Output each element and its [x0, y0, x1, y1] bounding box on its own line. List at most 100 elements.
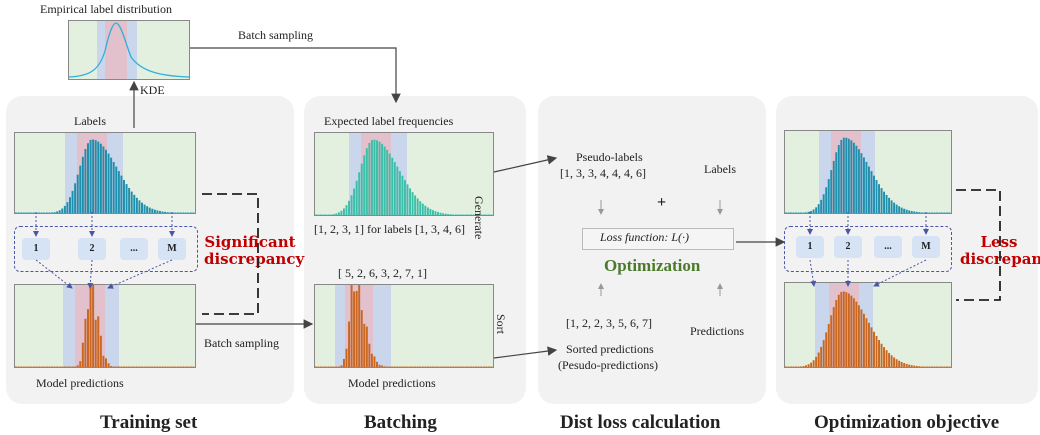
histogram-bar: [398, 171, 401, 215]
histogram-bar: [472, 214, 475, 215]
histogram-bar: [820, 346, 823, 367]
histogram-bar: [74, 366, 77, 367]
histogram-bar: [903, 363, 906, 367]
histogram-bar: [883, 347, 886, 367]
histogram-bar: [182, 212, 185, 213]
histogram-bar: [365, 326, 368, 367]
histogram-bar: [948, 366, 951, 367]
histogram-bar: [27, 366, 30, 367]
batch-sampling-label: Batch sampling: [204, 336, 279, 350]
histogram-bar: [153, 366, 156, 367]
histogram-bar: [920, 366, 923, 367]
histogram-bar: [33, 212, 35, 213]
histogram-bar: [865, 318, 868, 367]
histogram-bar: [837, 145, 840, 213]
histogram-bar: [97, 141, 100, 213]
histogram-bar: [940, 212, 943, 213]
histogram-bar: [388, 366, 391, 367]
histogram-bar: [169, 366, 172, 367]
histogram-bar: [30, 212, 33, 213]
histogram-bar: [189, 366, 192, 367]
histogram-bar: [439, 366, 442, 367]
histogram-bar: [935, 212, 938, 213]
histogram-bar: [401, 175, 404, 215]
histogram-bar: [76, 174, 79, 213]
histogram-bar: [164, 366, 167, 367]
histogram-bar: [406, 184, 409, 215]
histogram-bar: [467, 214, 470, 215]
histogram-bar: [792, 212, 795, 213]
histogram-bar: [40, 212, 43, 213]
histogram-bar: [787, 212, 790, 213]
histogram-bar: [120, 175, 123, 213]
histogram-bar: [480, 214, 483, 215]
histogram-bar: [457, 366, 460, 367]
histogram-bar: [903, 208, 906, 213]
histogram-bar: [847, 138, 850, 213]
histogram-bar: [396, 366, 399, 367]
histogram-bar: [94, 319, 97, 367]
histogram-bar: [878, 340, 880, 367]
batch-predictions-title: Model predictions: [348, 376, 436, 390]
histogram-bar: [393, 162, 396, 215]
histogram-bar: [363, 155, 366, 215]
histogram-bar: [850, 140, 853, 213]
histogram-bar: [842, 137, 845, 213]
histogram-bar: [938, 366, 941, 367]
histogram-bar: [913, 365, 916, 367]
histogram-bar: [130, 191, 133, 213]
histogram-bar: [76, 365, 79, 367]
histogram-bar: [94, 140, 97, 213]
histogram-bar: [888, 197, 891, 213]
histogram-bar: [490, 366, 493, 367]
histogram-bar: [45, 366, 48, 367]
histogram-bar: [159, 211, 161, 213]
histogram-bar: [870, 171, 873, 213]
objective-labels-histogram: [784, 130, 952, 214]
histogram-bar: [184, 366, 187, 367]
histogram-bar: [66, 366, 69, 367]
histogram-bar: [815, 356, 818, 367]
histogram-bar: [105, 358, 107, 367]
histogram-bar: [800, 212, 803, 213]
expected-frequencies-title: Expected label frequencies: [324, 114, 454, 128]
histogram-bar: [785, 366, 787, 367]
histogram-bar: [317, 214, 320, 215]
histogram-bar: [454, 214, 457, 215]
histogram-bar: [943, 212, 946, 213]
histogram-bar: [935, 366, 938, 367]
histogram-bar: [857, 305, 860, 367]
histogram-bar: [161, 211, 164, 213]
sorted-predictions-list: [1, 2, 2, 3, 5, 6, 7]: [566, 316, 652, 330]
histogram-bar: [785, 212, 787, 213]
histogram-bar: [822, 340, 825, 367]
histogram-bar: [812, 209, 815, 213]
histogram-bar: [177, 212, 179, 213]
histogram-bar: [795, 366, 797, 367]
histogram-bar: [345, 205, 348, 215]
histogram-bar: [317, 366, 320, 367]
histogram-bar: [805, 365, 808, 367]
expected-frequencies-histogram: [314, 132, 494, 216]
histogram-bar: [22, 212, 25, 213]
histogram-bar: [128, 366, 131, 367]
histogram-bar: [133, 366, 136, 367]
labels-title: Labels: [704, 162, 736, 176]
histogram-bar: [156, 366, 159, 367]
histogram-bar: [320, 366, 323, 367]
histogram-bar: [462, 366, 465, 367]
histogram-bar: [449, 214, 452, 215]
histogram-bar: [822, 194, 825, 213]
histogram-bar: [910, 365, 913, 367]
histogram-bar: [868, 166, 870, 213]
histogram-bar: [166, 212, 169, 213]
histogram-bar: [43, 212, 46, 213]
histogram-bar: [419, 366, 422, 367]
histogram-bar: [383, 366, 386, 367]
histogram-bar: [913, 211, 916, 213]
histogram-bar: [102, 355, 105, 367]
significant-discrepancy-label: Significant discrepancy: [204, 233, 305, 268]
histogram-bar: [169, 212, 172, 213]
histogram-bar: [17, 366, 20, 367]
histogram-bar: [802, 212, 805, 213]
